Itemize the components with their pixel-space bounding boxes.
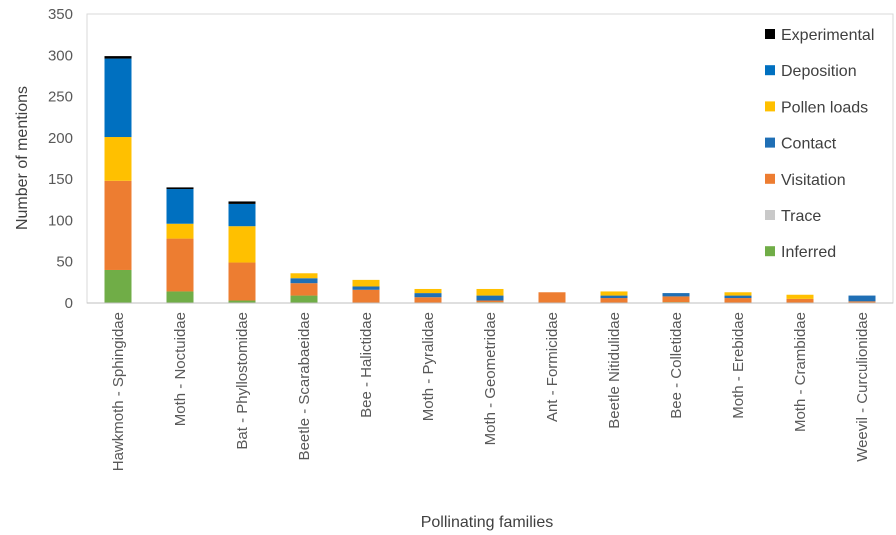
y-tick-label: 50: [56, 254, 73, 271]
x-tick-label: Hawkmoth - Sphingidae: [110, 312, 127, 471]
bar-segment: [724, 292, 752, 296]
bar-segment: [166, 238, 194, 292]
bar-segment: [352, 289, 380, 303]
bar-segment: [290, 278, 318, 284]
x-tick-label: Beetle Nitidulidae: [606, 312, 623, 429]
bar-segment: [166, 187, 194, 190]
y-tick-label: 300: [48, 47, 73, 64]
bar-segment: [104, 58, 132, 138]
bar-segment: [290, 295, 318, 303]
legend: Experimental Deposition Pollen loads Contac…: [765, 27, 874, 261]
legend-label: Trace: [781, 208, 821, 225]
bar-segment: [476, 288, 504, 296]
legend-swatch: [765, 210, 775, 220]
bar-segment: [228, 262, 256, 301]
bar-segment: [600, 295, 628, 299]
x-tick-label: Ant - Formicidae: [544, 312, 561, 422]
legend-label: Deposition: [781, 63, 857, 80]
x-tick-label: Bee - Halictidae: [358, 312, 375, 418]
bar-segment: [848, 295, 876, 302]
y-tick-label: 0: [65, 295, 73, 312]
bar-segment: [104, 56, 132, 59]
y-tick-label: 350: [48, 6, 73, 23]
y-axis-title: Number of mentions: [14, 86, 31, 230]
bar-segment: [166, 189, 194, 224]
bar-segment: [228, 201, 256, 204]
bar-segment: [600, 298, 628, 303]
legend-label: Pollen loads: [781, 99, 868, 116]
bar-segment: [290, 283, 318, 296]
bar-segment: [228, 226, 256, 263]
bar-segment: [352, 286, 380, 290]
x-tick-label: Moth - Noctuidae: [172, 312, 189, 426]
bar-segment: [848, 301, 876, 303]
y-tick-label: 200: [48, 130, 73, 147]
bar-segment: [786, 294, 814, 299]
bar-segment: [414, 297, 442, 303]
x-tick-label: Bat - Phyllostomidae: [234, 312, 251, 450]
legend-swatch: [765, 246, 775, 257]
bar-segment: [414, 288, 442, 294]
legend-label: Contact: [781, 136, 837, 153]
legend-label: Inferred: [781, 244, 836, 261]
y-axis-ticks: 0 50 100 150 200 250 300 350: [48, 6, 73, 312]
bar-segment: [104, 180, 132, 270]
legend-swatch: [765, 137, 775, 148]
x-tick-label: Moth - Erebidae: [730, 312, 747, 419]
bar-segment: [538, 292, 566, 303]
bar-segment: [352, 279, 380, 287]
bar-segment: [662, 296, 690, 303]
y-tick-label: 100: [48, 212, 73, 229]
legend-swatch: [765, 101, 775, 112]
bar-segment: [228, 203, 256, 227]
bar-segment: [786, 298, 814, 303]
bar-segment: [104, 137, 132, 181]
x-tick-label: Beetle - Scarabaeidae: [296, 312, 313, 460]
legend-label: Visitation: [781, 172, 846, 189]
legend-swatch: [765, 29, 775, 39]
bars: [104, 56, 876, 303]
plot-area-border: [86, 13, 894, 304]
bar-segment: [476, 295, 504, 301]
legend-swatch: [765, 173, 775, 184]
bar-segment: [228, 300, 256, 303]
x-axis-title: Pollinating families: [421, 514, 554, 531]
x-tick-label: Bee - Colletidae: [668, 312, 685, 419]
x-tick-label: Moth - Pyralidae: [420, 312, 437, 421]
x-tick-label: Moth - Geometridae: [482, 312, 499, 445]
bar-segment: [476, 300, 504, 303]
x-tick-label: Weevil - Curculionidae: [854, 312, 871, 462]
y-tick-label: 150: [48, 171, 73, 188]
bar-segment: [600, 291, 628, 296]
x-tick-label: Moth - Crambidae: [792, 312, 809, 432]
bar-segment: [724, 298, 752, 303]
bar-segment: [104, 269, 132, 303]
bar-segment: [166, 291, 194, 303]
y-tick-label: 250: [48, 89, 73, 106]
bar-segment: [724, 295, 752, 299]
legend-swatch: [765, 65, 775, 76]
bar-segment: [166, 223, 194, 239]
bar-segment: [290, 273, 318, 279]
bar-segment: [662, 293, 690, 297]
bar-segment: [414, 293, 442, 298]
x-axis-ticks: Hawkmoth - Sphingidae Moth - Noctuidae Bat…: [110, 312, 871, 471]
legend-label: Experimental: [781, 27, 874, 44]
